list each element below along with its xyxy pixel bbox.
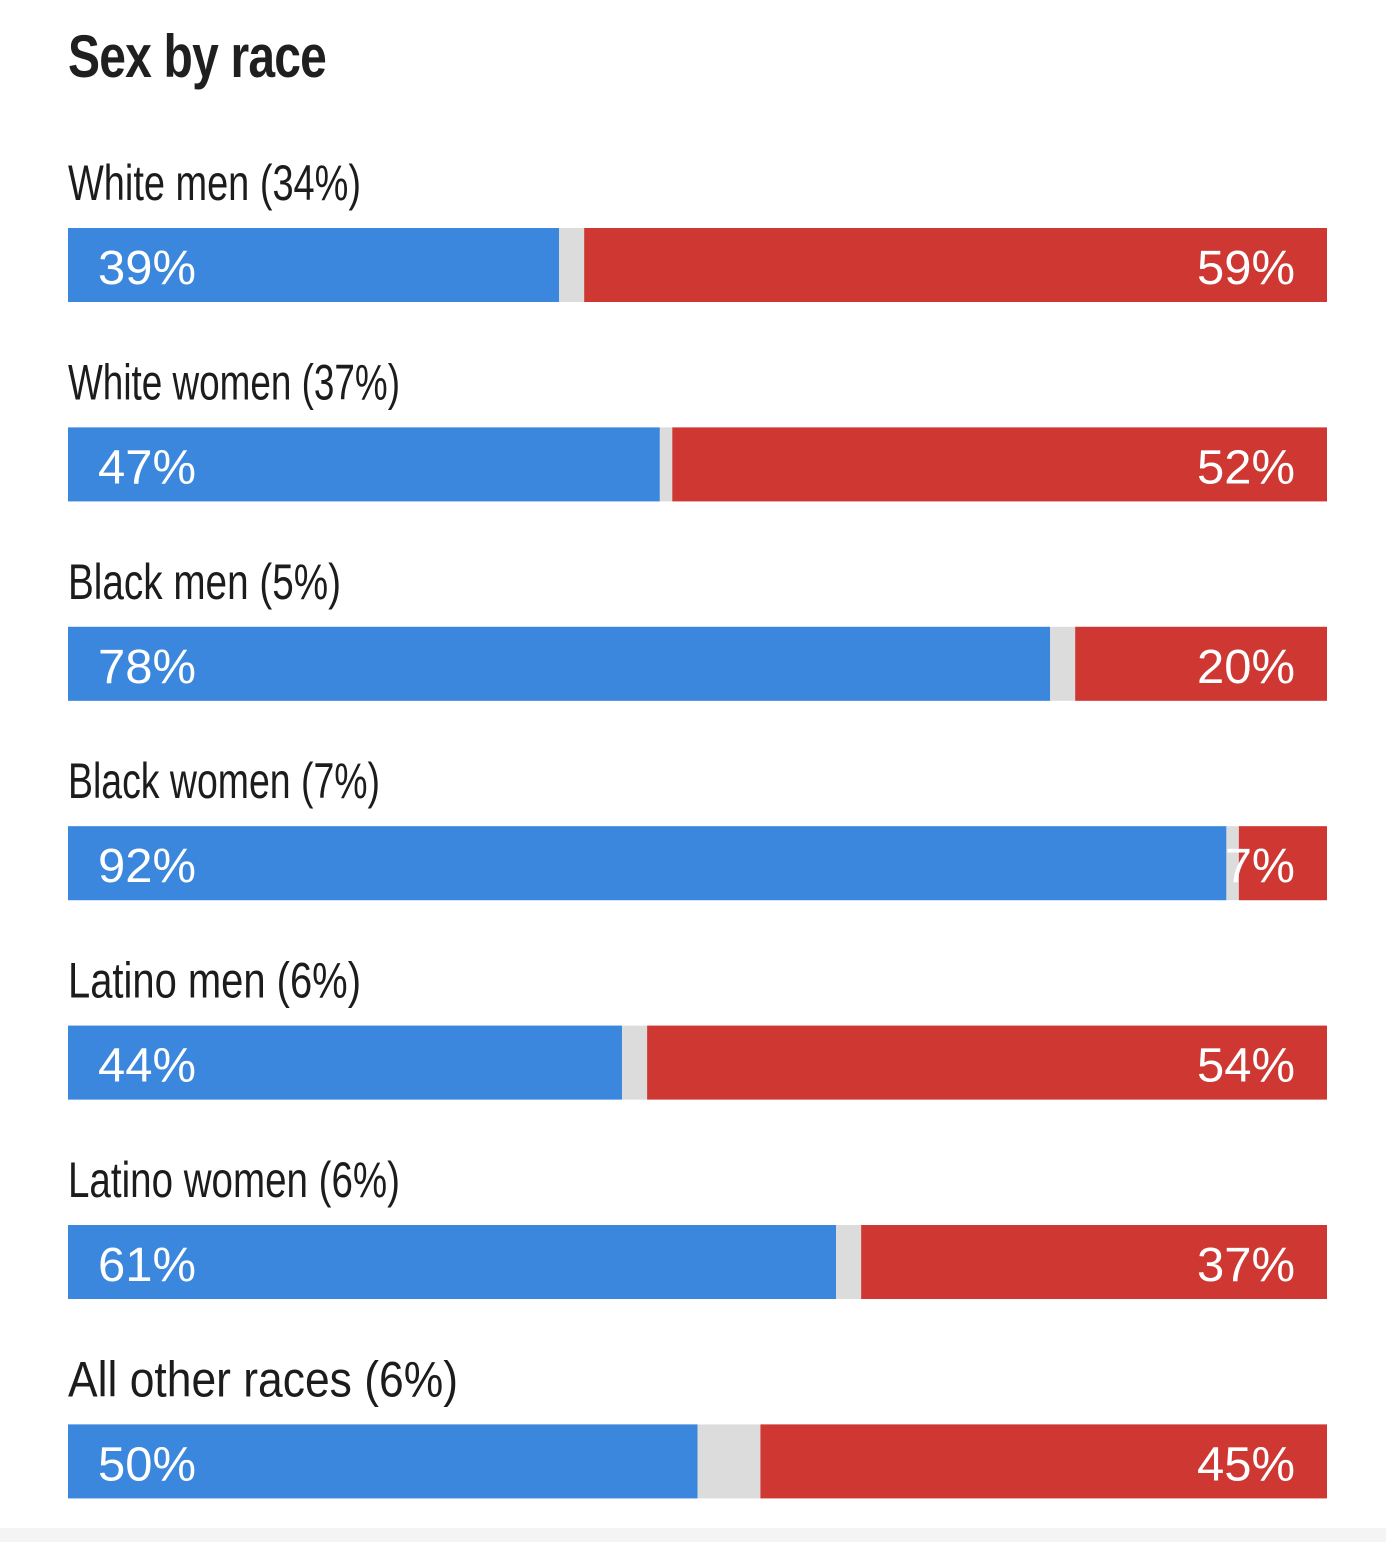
blue-value-label: 61%: [98, 1239, 196, 1292]
blue-bar-segment: [68, 626, 1051, 701]
red-bar-segment: [584, 228, 1327, 302]
category-label: Latino women (6%): [68, 1152, 400, 1208]
red-value-label: 37%: [1197, 1239, 1295, 1292]
blue-bar-segment: [68, 228, 560, 302]
category-label: Black women (7%): [68, 753, 380, 809]
red-bar-segment: [760, 1424, 1327, 1499]
blue-bar-segment: [68, 1225, 836, 1299]
red-bar-segment: [672, 427, 1327, 502]
red-bar-segment: [1238, 826, 1327, 901]
red-value-label: 45%: [1197, 1438, 1295, 1491]
blue-value-label: 92%: [98, 840, 196, 893]
red-bar-segment: [647, 1025, 1327, 1100]
category-label: White women (37%): [68, 354, 400, 410]
category-label: Black men (5%): [68, 554, 341, 610]
red-bar-segment: [1075, 626, 1327, 701]
red-value-label: 59%: [1197, 242, 1295, 295]
blue-bar-segment: [68, 1424, 698, 1499]
blue-value-label: 39%: [98, 242, 196, 295]
blue-value-label: 47%: [98, 441, 196, 494]
red-value-label: 52%: [1197, 441, 1295, 494]
blue-value-label: 44%: [98, 1040, 196, 1093]
red-bar-segment: [861, 1225, 1327, 1299]
chart-title: Sex by race: [68, 23, 327, 90]
blue-bar-segment: [68, 826, 1227, 901]
category-label: White men (34%): [68, 155, 361, 211]
blue-bar-segment: [68, 1025, 622, 1100]
footer-divider: [0, 1528, 1386, 1542]
category-label: Latino men (6%): [68, 953, 361, 1009]
category-label: All other races (6%): [68, 1351, 458, 1407]
red-value-label: 20%: [1197, 641, 1295, 694]
red-value-label: 7%: [1225, 840, 1295, 893]
blue-value-label: 50%: [98, 1438, 196, 1491]
red-value-label: 54%: [1197, 1040, 1295, 1093]
blue-value-label: 78%: [98, 641, 196, 694]
blue-bar-segment: [68, 427, 660, 502]
